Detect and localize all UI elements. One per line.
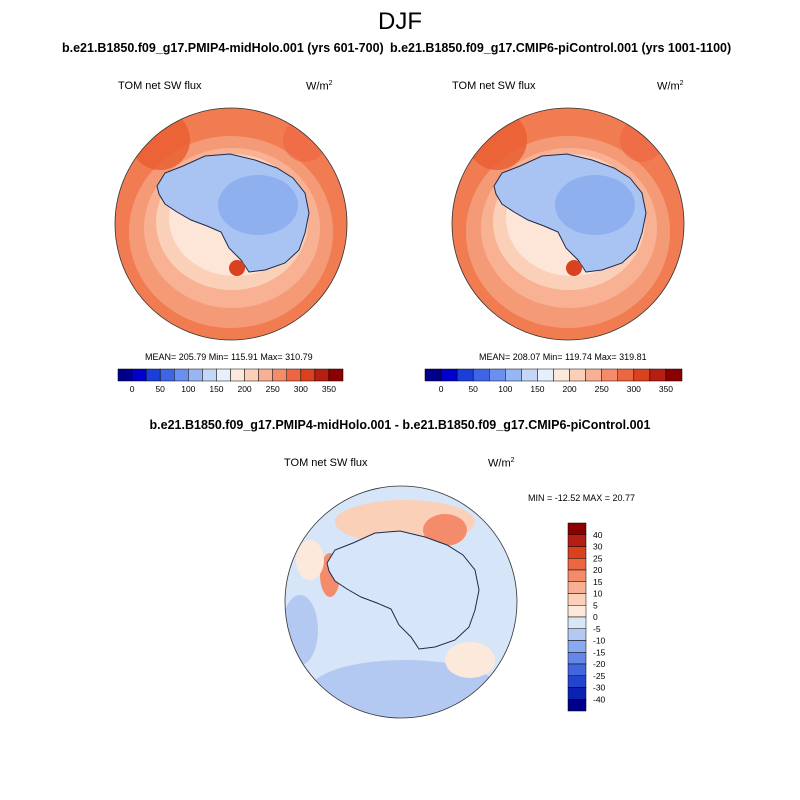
diff-colorbar-swatch: [567, 522, 587, 535]
right-map: [452, 108, 684, 340]
right-colorbar-tick-label: 0: [439, 384, 444, 394]
right-variable-label: TOM net SW flux: [452, 80, 536, 92]
diff-colorbar-swatch: [567, 616, 587, 629]
diff-colorbar-swatch: [567, 699, 587, 712]
diff-colorbar-tick-label: -40: [593, 694, 606, 704]
left-colorbar-swatch: [244, 368, 259, 382]
diff-colorbar-tick-label: 15: [593, 577, 603, 587]
diff-colorbar-swatch: [567, 663, 587, 676]
left-colorbar-tick-label: 100: [181, 384, 195, 394]
left-colorbar-tick-label: 350: [322, 384, 336, 394]
diff-colorbar-tick-label: -30: [593, 683, 606, 693]
right-colorbar-swatch: [424, 368, 442, 382]
left-colorbar-tick-label: 200: [237, 384, 251, 394]
left-panel-title: b.e21.B1850.f09_g17.PMIP4-midHolo.001 (y…: [62, 41, 384, 55]
left-colorbar-tick-label: 300: [294, 384, 308, 394]
diff-colorbar-tick-label: 10: [593, 589, 603, 599]
left-colorbar-swatch: [145, 368, 161, 382]
left-colorbar-swatch: [272, 368, 287, 382]
diff-colorbar-swatch: [567, 605, 587, 618]
left-colorbar-tick-label: 50: [155, 384, 165, 394]
diff-colorbar-swatch: [567, 581, 587, 594]
right-colorbar-swatch: [521, 368, 538, 382]
diff-colorbar-swatch: [567, 593, 587, 606]
diff-colorbar-swatch: [567, 687, 587, 700]
right-colorbar-tick-label: 150: [530, 384, 544, 394]
right-colorbar-swatch: [456, 368, 474, 382]
diff-colorbar-tick-label: 20: [593, 565, 603, 575]
right-colorbar-tick-label: 350: [659, 384, 673, 394]
left-colorbar-swatch: [159, 368, 175, 382]
right-colorbar: 0 50 100 150 200 250 300 350: [424, 368, 683, 394]
right-units-label: W/m2: [657, 80, 684, 93]
diff-stats: MIN = -12.52 MAX = 20.77: [528, 493, 636, 503]
diff-map: [285, 486, 517, 718]
right-colorbar-tick-label: 100: [498, 384, 512, 394]
left-colorbar-tick-label: 0: [130, 384, 135, 394]
left-colorbar-swatch: [230, 368, 245, 382]
right-colorbar-swatch: [617, 368, 635, 382]
diff-colorbar-tick-label: -10: [593, 636, 606, 646]
right-colorbar-swatch: [601, 368, 618, 382]
diff-variable-label: TOM net SW flux: [284, 457, 368, 469]
left-colorbar-swatch: [328, 368, 344, 382]
left-units-label: W/m2: [306, 80, 333, 93]
right-panel-title: b.e21.B1850.f09_g17.CMIP6-piControl.001 …: [390, 41, 732, 55]
left-stats: MEAN= 205.79 Min= 115.91 Max= 310.79: [145, 352, 313, 362]
main-title: DJF: [378, 8, 422, 35]
right-colorbar-swatch: [633, 368, 651, 382]
right-colorbar-swatch: [649, 368, 667, 382]
left-colorbar: 0 50 100 150 200 250 300 350: [117, 368, 344, 394]
left-colorbar-swatch: [314, 368, 330, 382]
diff-units-label: W/m2: [488, 457, 515, 470]
left-colorbar-swatch: [117, 368, 133, 382]
right-colorbar-tick-label: 50: [468, 384, 478, 394]
diff-colorbar-swatch: [567, 558, 587, 571]
right-colorbar-tick-label: 250: [595, 384, 609, 394]
left-colorbar-swatch: [216, 368, 231, 382]
right-colorbar-swatch: [537, 368, 554, 382]
right-colorbar-swatch: [505, 368, 522, 382]
right-stats: MEAN= 208.07 Min= 119.74 Max= 319.81: [479, 352, 647, 362]
diff-colorbar-tick-label: -25: [593, 671, 606, 681]
left-variable-label: TOM net SW flux: [118, 80, 202, 92]
left-colorbar-swatch: [188, 368, 203, 382]
diff-colorbar-tick-label: 5: [593, 600, 598, 610]
left-colorbar-swatch: [258, 368, 273, 382]
left-map: [115, 108, 347, 340]
right-colorbar-swatch: [472, 368, 490, 382]
diff-colorbar-swatch: [567, 628, 587, 641]
right-colorbar-swatch: [489, 368, 506, 382]
right-colorbar-swatch: [585, 368, 602, 382]
diff-colorbar-swatch: [567, 640, 587, 653]
diff-colorbar-swatch: [567, 569, 587, 582]
right-colorbar-swatch: [569, 368, 586, 382]
diff-colorbar-swatch: [567, 675, 587, 688]
diff-colorbar-tick-label: -20: [593, 659, 606, 669]
right-colorbar-swatch: [665, 368, 683, 382]
left-colorbar-swatch: [202, 368, 217, 382]
diff-colorbar-swatch: [567, 652, 587, 665]
left-colorbar-swatch: [300, 368, 316, 382]
diff-colorbar-tick-label: 0: [593, 612, 598, 622]
left-colorbar-swatch: [131, 368, 147, 382]
diff-colorbar-tick-label: -15: [593, 647, 606, 657]
diff-colorbar-swatch: [567, 546, 587, 559]
right-colorbar-tick-label: 300: [627, 384, 641, 394]
right-colorbar-swatch: [553, 368, 570, 382]
diff-colorbar-tick-label: 25: [593, 553, 603, 563]
left-colorbar-swatch: [286, 368, 302, 382]
right-colorbar-swatch: [440, 368, 458, 382]
diff-colorbar-tick-label: -5: [593, 624, 601, 634]
diff-colorbar-swatch: [567, 534, 587, 547]
left-colorbar-tick-label: 150: [209, 384, 223, 394]
right-colorbar-tick-label: 200: [562, 384, 576, 394]
diff-panel-title: b.e21.B1850.f09_g17.PMIP4-midHolo.001 - …: [149, 418, 651, 432]
left-colorbar-swatch: [174, 368, 189, 382]
diff-colorbar-tick-label: 40: [593, 530, 603, 540]
left-colorbar-tick-label: 250: [266, 384, 280, 394]
diff-colorbar-tick-label: 30: [593, 542, 603, 552]
